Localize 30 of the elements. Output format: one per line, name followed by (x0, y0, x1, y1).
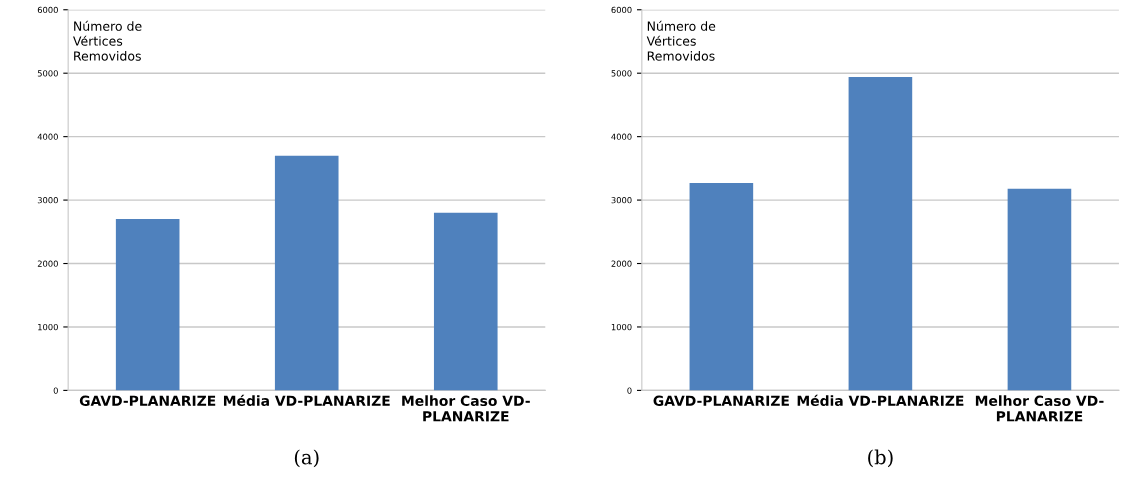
y-tick-label: 2000 (37, 260, 58, 267)
y-axis-title: Número de Vértices Removidos (646, 20, 716, 61)
text: (a) (294, 449, 319, 468)
bar (1007, 188, 1072, 391)
bar (274, 155, 339, 391)
y-axis-title: Número de Vértices Removidos (73, 20, 142, 61)
y-tick-label: 1000 (611, 323, 632, 331)
y-tick-label: 4000 (611, 133, 632, 140)
y-tick-label: 0 (627, 387, 632, 394)
y-tick-label: 0 (53, 387, 58, 394)
x-tick-label: GAVD-PLANARIZE (79, 395, 216, 407)
x-tick-label: Média VD-PLANARIZE (797, 394, 964, 407)
bar (115, 219, 180, 391)
y-tick-label: 4000 (37, 133, 58, 140)
bar (433, 212, 498, 391)
y-tick-label: 5000 (611, 70, 632, 77)
y-tick-label: 5000 (37, 70, 58, 77)
y-tick-label: 2000 (611, 260, 632, 267)
y-tick-label: 1000 (38, 323, 58, 331)
x-tick-label: Melhor Caso VD-PLANARIZE (975, 395, 1104, 422)
y-tick-label: 6000 (611, 6, 632, 14)
x-tick-label: Média VD-PLANARIZE (223, 394, 390, 407)
bar (689, 182, 754, 391)
bar (848, 77, 913, 391)
text: (b) (868, 449, 893, 468)
y-tick-label: 3000 (37, 197, 58, 204)
x-tick-label: GAVD-PLANARIZE (653, 395, 789, 407)
y-tick-label: 3000 (611, 197, 632, 204)
x-tick-label: Melhor Caso VD-PLANARIZE (402, 395, 530, 422)
y-tick-label: 6000 (37, 6, 58, 14)
